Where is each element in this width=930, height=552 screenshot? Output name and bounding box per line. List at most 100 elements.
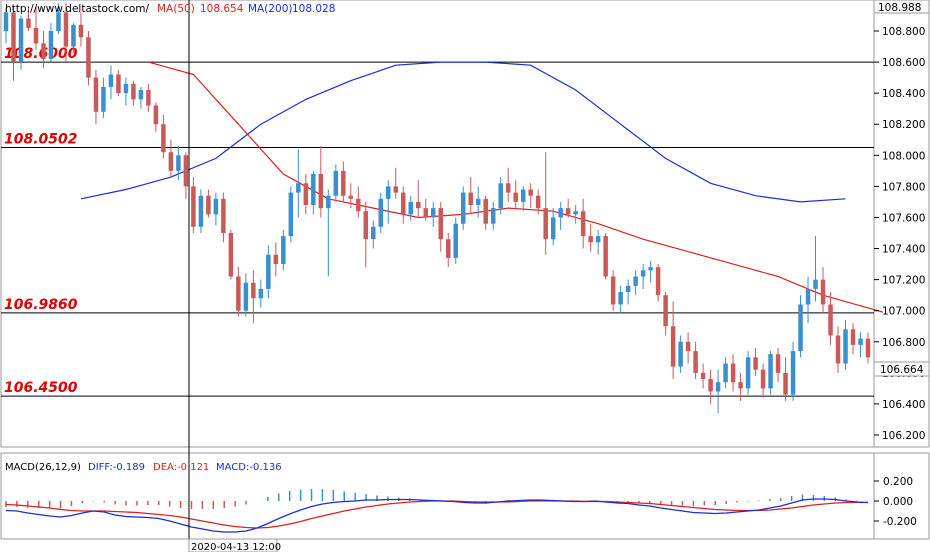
candle-body <box>378 198 384 227</box>
candle-body <box>663 295 668 327</box>
candle-body <box>715 382 721 392</box>
candle-body <box>610 276 616 305</box>
y-tick-label: 108.000 <box>882 150 925 162</box>
y-tick-label: 107.400 <box>882 244 925 256</box>
ma200-line <box>80 61 846 203</box>
candle-body <box>108 74 114 87</box>
y-tick-label: 106.400 <box>882 399 925 411</box>
candle-body <box>670 326 676 367</box>
candle-body <box>550 217 556 240</box>
candle-body <box>700 372 706 380</box>
candle-body <box>775 354 781 373</box>
candle-body <box>790 351 796 395</box>
candle-body <box>251 282 256 299</box>
top-price: 108.988 <box>878 2 921 14</box>
candle-body <box>490 208 496 224</box>
candle-body <box>386 186 391 199</box>
level-label: 106.4500 <box>4 380 78 396</box>
candle-body <box>730 363 736 383</box>
candle-body <box>431 208 436 218</box>
candle-body <box>753 357 758 370</box>
candle-body <box>41 43 46 59</box>
candle-body <box>63 12 69 47</box>
candle-body <box>453 223 458 258</box>
candle-body <box>835 335 841 364</box>
candle-body <box>138 90 144 100</box>
candle-body <box>498 183 503 209</box>
crosshair-time-box <box>188 538 278 552</box>
candle-body <box>738 382 743 389</box>
candle-body <box>655 267 661 296</box>
candle-body <box>580 211 586 237</box>
candle-body <box>865 338 871 358</box>
candle-body <box>640 270 646 277</box>
candle-body <box>543 208 548 240</box>
crosshair-time: 2020-04-13 12:00 <box>191 542 281 552</box>
candle-body <box>483 198 488 224</box>
current-price: 106.664 <box>880 364 924 376</box>
candle-body <box>843 329 848 364</box>
candle-body <box>393 186 399 193</box>
candle-body <box>78 24 84 38</box>
price-panel <box>0 0 875 448</box>
macd-diff-label: DIFF:-0.189 <box>88 462 145 473</box>
candle-body <box>266 254 271 289</box>
candle-body <box>33 27 39 44</box>
candle-body <box>206 195 211 215</box>
candle-body <box>805 288 811 305</box>
candle-body <box>535 195 541 209</box>
macd-label: MACD(26,12,9) <box>5 462 81 473</box>
candle-body <box>101 86 106 112</box>
candle-body <box>760 369 766 389</box>
candle-body <box>71 24 76 47</box>
candle-body <box>813 279 818 289</box>
candle-body <box>18 18 24 63</box>
candle-body <box>86 37 91 78</box>
ma50-label: MA(50) <box>157 3 195 15</box>
candle-body <box>408 201 414 215</box>
candle-body <box>26 18 31 28</box>
candle-body <box>401 192 406 215</box>
candle-body <box>3 12 9 31</box>
candle-body <box>783 372 788 395</box>
candle-body <box>505 183 511 193</box>
candle-body <box>513 192 518 202</box>
candle-body <box>850 329 856 345</box>
ma50-value: 108.654 <box>200 3 244 15</box>
diff-line <box>5 498 869 533</box>
candle-body <box>723 363 728 383</box>
candle-body <box>603 236 608 277</box>
candle-body <box>176 155 181 171</box>
ma50-line <box>148 61 884 313</box>
candle-body <box>475 198 481 206</box>
macd-value-label: MACD:-0.136 <box>216 462 282 473</box>
candle-body <box>221 198 226 233</box>
y-tick-label: 107.200 <box>882 275 925 287</box>
candle-body <box>685 341 691 352</box>
candle-body <box>438 208 443 240</box>
level-label: 108.0502 <box>4 132 78 148</box>
macd-tick-label: -0.200 <box>883 516 917 528</box>
y-tick-label: 107.600 <box>882 212 925 224</box>
candle-body <box>303 183 309 206</box>
candle-body <box>273 254 279 265</box>
candle-body <box>416 201 421 209</box>
candle-body <box>56 12 61 31</box>
candle-body <box>191 186 196 227</box>
candle-body <box>618 292 623 305</box>
candle-body <box>183 155 189 187</box>
candle-body <box>93 77 99 112</box>
candle-body <box>146 90 151 106</box>
candle-body <box>573 211 578 215</box>
candle-body <box>520 189 526 202</box>
candle-body <box>311 173 316 206</box>
candle-body <box>116 74 121 94</box>
y-tick-label: 107.000 <box>882 306 925 318</box>
candle-body <box>828 304 833 336</box>
candle-body <box>348 195 354 199</box>
y-tick-label: 108.600 <box>882 57 925 69</box>
candle-body <box>565 208 571 215</box>
y-tick-label: 108.800 <box>882 26 925 38</box>
candle-body <box>213 198 219 215</box>
level-label: 106.9860 <box>4 297 78 313</box>
